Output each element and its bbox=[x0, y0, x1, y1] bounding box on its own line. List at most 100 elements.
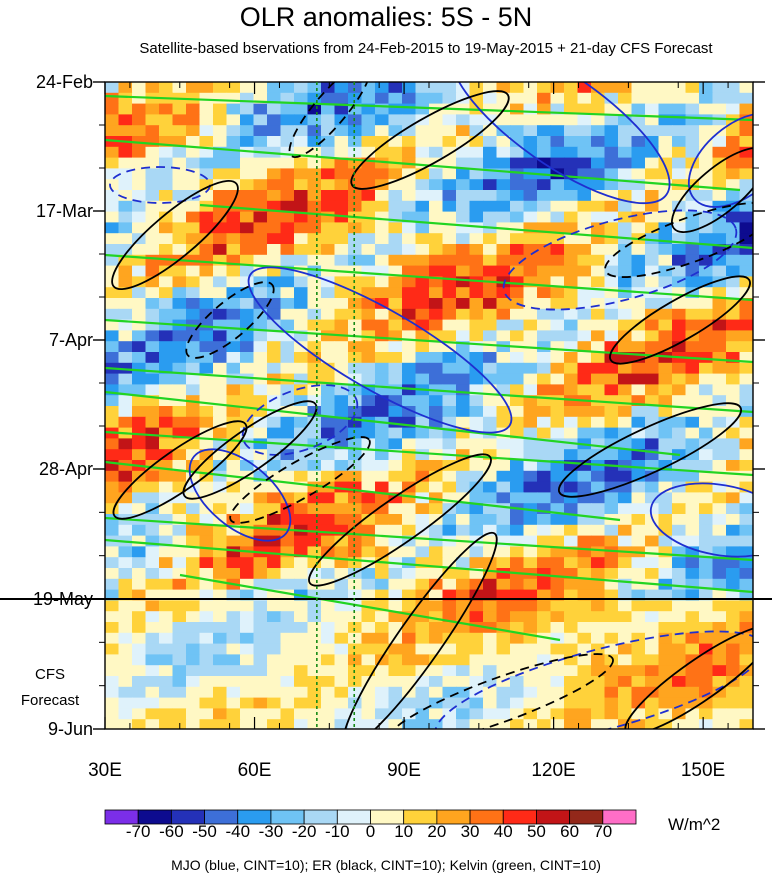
field-cell bbox=[334, 395, 349, 407]
field-cell bbox=[631, 190, 646, 202]
field-cell bbox=[591, 190, 606, 202]
field-cell bbox=[658, 438, 673, 450]
field-cell bbox=[712, 92, 727, 105]
field-cell bbox=[334, 244, 349, 256]
field-cell bbox=[591, 179, 606, 191]
field-cell bbox=[388, 665, 403, 677]
field-cell bbox=[577, 406, 592, 418]
field-cell bbox=[591, 103, 606, 115]
field-cell bbox=[712, 686, 727, 699]
field-cell bbox=[469, 319, 484, 331]
field-cell bbox=[388, 330, 403, 342]
field-cell bbox=[159, 632, 174, 645]
field-cell bbox=[699, 125, 714, 137]
field-cell bbox=[469, 632, 484, 645]
field-cell bbox=[537, 460, 552, 472]
field-cell bbox=[159, 654, 174, 666]
field-cell bbox=[132, 146, 147, 159]
field-cell bbox=[321, 298, 336, 310]
field-cell bbox=[267, 568, 282, 580]
field-cell bbox=[361, 179, 376, 191]
field-cell bbox=[564, 330, 579, 342]
field-cell bbox=[577, 200, 592, 213]
field-cell bbox=[321, 319, 336, 331]
field-cell bbox=[523, 157, 538, 169]
field-cell bbox=[132, 557, 147, 569]
field-cell bbox=[145, 395, 160, 407]
field-cell bbox=[253, 416, 268, 429]
field-cell bbox=[510, 103, 525, 115]
field-cell bbox=[726, 233, 741, 245]
field-cell bbox=[591, 438, 606, 450]
field-cell bbox=[361, 503, 376, 515]
field-cell bbox=[577, 460, 592, 472]
field-cell bbox=[118, 460, 133, 472]
field-cell bbox=[415, 211, 430, 223]
field-cell bbox=[348, 233, 363, 245]
field-cell bbox=[415, 265, 430, 277]
field-cell bbox=[280, 276, 295, 288]
field-cell bbox=[294, 211, 309, 223]
field-cell bbox=[226, 92, 241, 105]
field-cell bbox=[442, 514, 457, 526]
field-cell bbox=[186, 352, 201, 364]
field-cell bbox=[253, 611, 268, 623]
field-cell bbox=[429, 276, 444, 288]
field-cell bbox=[631, 416, 646, 429]
field-cell bbox=[442, 546, 457, 558]
field-cell bbox=[726, 200, 741, 213]
field-cell bbox=[577, 481, 592, 493]
field-cell bbox=[604, 643, 619, 655]
field-cell bbox=[712, 168, 727, 180]
field-cell bbox=[321, 406, 336, 418]
field-cell bbox=[199, 611, 214, 623]
field-cell bbox=[645, 481, 660, 493]
field-cell bbox=[388, 622, 403, 634]
field-cell bbox=[631, 481, 646, 493]
field-cell bbox=[172, 686, 187, 699]
field-cell bbox=[105, 524, 120, 537]
field-cell bbox=[699, 341, 714, 353]
field-cell bbox=[672, 643, 687, 655]
field-cell bbox=[213, 557, 228, 569]
field-cell bbox=[186, 546, 201, 558]
field-cell bbox=[321, 449, 336, 461]
field-cell bbox=[510, 233, 525, 245]
field-cell bbox=[496, 168, 511, 180]
field-cell bbox=[253, 449, 268, 461]
field-cell bbox=[658, 265, 673, 277]
field-cell bbox=[523, 82, 538, 94]
field-cell bbox=[294, 298, 309, 310]
field-cell bbox=[604, 676, 619, 688]
field-cell bbox=[712, 665, 727, 677]
field-cell bbox=[348, 578, 363, 591]
field-cell bbox=[483, 146, 498, 159]
field-cell bbox=[442, 157, 457, 169]
field-cell bbox=[523, 622, 538, 634]
field-cell bbox=[307, 319, 322, 331]
field-cell bbox=[685, 622, 700, 634]
field-cell bbox=[334, 546, 349, 558]
field-cell bbox=[550, 287, 565, 299]
field-cell bbox=[159, 406, 174, 418]
field-cell bbox=[550, 395, 565, 407]
field-cell bbox=[712, 535, 727, 547]
field-cell bbox=[348, 146, 363, 159]
field-cell bbox=[118, 308, 133, 321]
field-cell bbox=[591, 686, 606, 699]
field-cell bbox=[739, 470, 753, 483]
field-cell bbox=[591, 146, 606, 159]
field-cell bbox=[267, 103, 282, 115]
field-cell bbox=[442, 406, 457, 418]
kelvin-contour bbox=[199, 203, 753, 250]
field-cell bbox=[118, 524, 133, 537]
field-cell bbox=[510, 557, 525, 569]
field-cell bbox=[645, 265, 660, 277]
field-cell bbox=[456, 168, 471, 180]
field-cell bbox=[213, 697, 228, 709]
field-cell bbox=[294, 92, 309, 105]
field-cell bbox=[672, 136, 687, 148]
field-cell bbox=[631, 622, 646, 634]
field-cell bbox=[186, 330, 201, 342]
field-cell bbox=[145, 632, 160, 645]
